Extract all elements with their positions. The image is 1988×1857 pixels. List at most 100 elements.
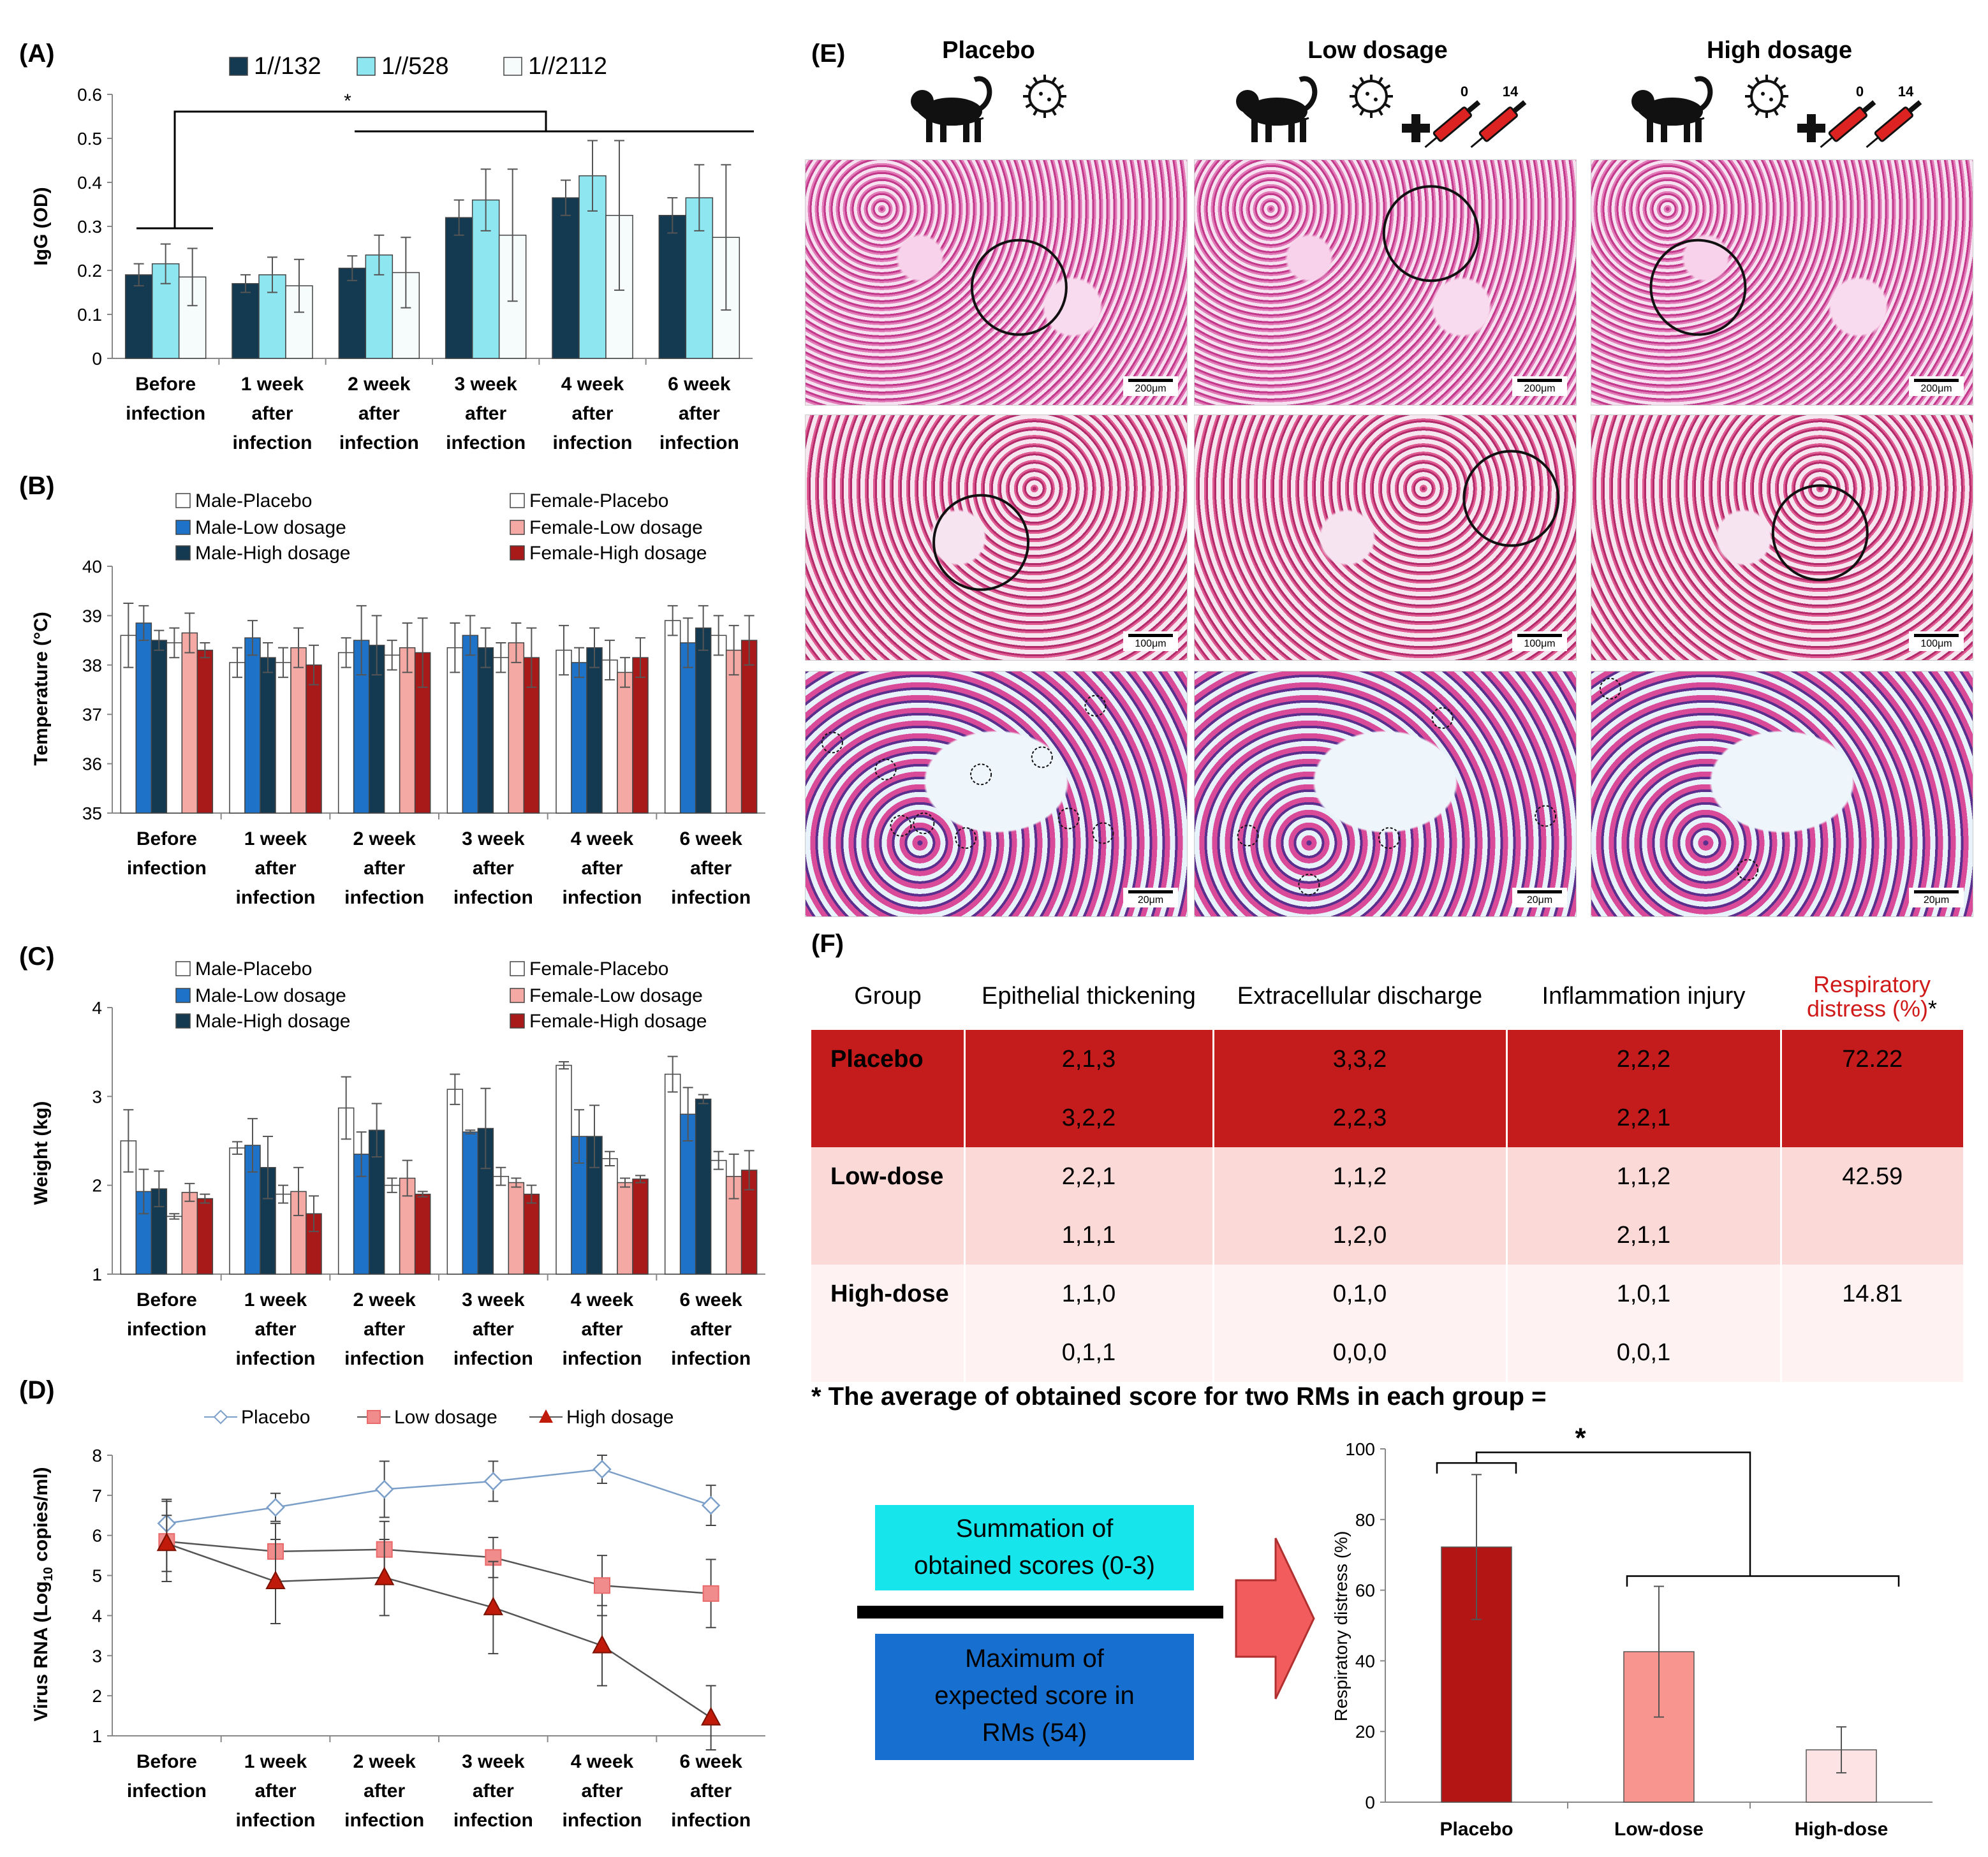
bar	[166, 1215, 183, 1275]
monkey-tail	[1694, 76, 1713, 112]
x-category-line: infection	[671, 1348, 751, 1369]
virus-spike	[1755, 108, 1760, 116]
panel-label-d: (D)	[19, 1376, 55, 1404]
x-category-line: 1 week	[244, 1751, 307, 1772]
monkey-icon-placebo	[911, 76, 992, 142]
monkey-body	[1246, 98, 1307, 126]
y-tick-label: 1	[92, 1726, 102, 1746]
x-category-line: Before	[136, 1289, 197, 1310]
table-cell-inflammation: 1,1,2	[1505, 1147, 1781, 1206]
bar	[338, 267, 367, 359]
table-cell-group	[811, 1089, 964, 1147]
y-tick-label: 0.4	[77, 173, 102, 193]
bar	[552, 197, 580, 359]
legend-item-label: Female-Placebo	[529, 958, 668, 980]
series-line	[166, 1540, 711, 1595]
virus-spike	[1057, 84, 1064, 90]
x-category-line: after	[679, 403, 720, 424]
y-tick-label: 100	[1345, 1439, 1375, 1459]
x-category-line: after	[581, 1780, 622, 1802]
syringe-barrel	[1432, 106, 1472, 142]
bar	[601, 659, 618, 814]
monkey-tail	[1299, 76, 1318, 112]
x-category-line: 4 week	[571, 828, 634, 849]
panel-e-icons: 0 14 0 14	[911, 75, 1922, 149]
x-category-label: High-dose	[1795, 1819, 1889, 1840]
cell-marker-circle	[890, 814, 912, 837]
group-title-placebo: Placebo	[942, 37, 1035, 64]
scale-bar-line	[1914, 379, 1959, 382]
virus-spike	[1033, 108, 1038, 116]
scale-bar-label: 200μm	[1135, 383, 1167, 394]
x-category-label: Before infection	[127, 1289, 207, 1340]
scale-bar-label: 20μm	[1923, 895, 1950, 906]
chart-f-respiratory-distress: 0 20 40 60 80 100 Respiratory distress (%) Plac…	[1331, 1423, 1933, 1840]
micrograph-markers	[1771, 484, 1869, 582]
syringe-plunger	[1466, 100, 1481, 114]
table-cell-extracellular: 1,1,2	[1212, 1147, 1506, 1206]
bar	[462, 635, 479, 814]
y-tick-label: 80	[1355, 1510, 1375, 1530]
rd-header-star: *	[1928, 995, 1938, 1022]
region-marker-circle	[970, 239, 1068, 336]
scale-bar-label: 200μm	[1524, 383, 1556, 394]
bar	[446, 1089, 464, 1275]
table-row: High-dose 1,1,0 0,1,0 1,0,1 14.81	[811, 1265, 1963, 1323]
micrograph-r2-c2: 100μm	[1194, 415, 1577, 661]
micrograph-markers	[932, 494, 1030, 591]
panel-label-f: (F)	[811, 930, 844, 958]
legend-item-swatch	[510, 545, 525, 561]
legend-marker	[213, 1409, 228, 1425]
table-row: 0,1,1 0,0,0 0,0,1	[811, 1323, 1963, 1382]
syringe-icon-high-0	[1820, 100, 1876, 149]
virus-spike	[1755, 77, 1760, 84]
table-cell-group: Placebo	[830, 1045, 924, 1073]
legend-marker	[367, 1410, 381, 1424]
panel-label-a: (A)	[19, 40, 55, 68]
micrograph-r2-c3: 100μm	[1591, 415, 1973, 661]
legend-item-label: Female-Placebo	[529, 490, 668, 511]
cell-marker-circle	[1237, 825, 1259, 847]
x-category-line: infection	[446, 432, 526, 453]
monkey-leg	[926, 119, 932, 142]
syringe-barrel	[1478, 106, 1518, 142]
monkey-head	[1236, 90, 1259, 113]
table-cell-inflammation: 1,0,1	[1505, 1265, 1781, 1323]
monkey-tail	[973, 76, 992, 112]
y-tick-label: 60	[1355, 1581, 1375, 1601]
y-tick-label: 36	[82, 754, 102, 774]
x-category-line: 4 week	[571, 1289, 634, 1310]
legend-item-label: Male-Placebo	[195, 958, 312, 980]
legend-item-label: Male-Low dosage	[195, 985, 346, 1006]
bar	[556, 1064, 572, 1275]
table-cell-group	[811, 1206, 964, 1265]
x-category-line: infection	[671, 887, 751, 908]
legend-item-swatch	[175, 545, 191, 561]
syringe-icon-low-14	[1470, 100, 1527, 149]
x-category-label: 1 week after infection	[236, 828, 316, 908]
legend-item-label: Male-High dosage	[195, 1011, 350, 1032]
bar	[632, 1178, 649, 1275]
y-title-part: Virus RNA (Log	[31, 1581, 52, 1721]
monkey-breath	[1634, 106, 1705, 126]
x-category-line: 3 week	[454, 374, 517, 395]
bar	[445, 217, 473, 359]
bar	[740, 1170, 758, 1275]
scale-bar-label: 100μm	[1920, 638, 1952, 649]
region-marker-circle	[1382, 185, 1480, 283]
micrograph-markers	[970, 239, 1068, 336]
x-category-line: after	[690, 858, 732, 879]
table-cell-inflammation: 2,2,2	[1505, 1030, 1781, 1089]
virus-dot	[1761, 92, 1765, 96]
table-cell-extracellular: 2,2,3	[1212, 1089, 1506, 1147]
legend-label: High dosage	[566, 1407, 674, 1428]
table-row: 3,2,2 2,2,3 2,2,1	[811, 1089, 1963, 1147]
bar	[135, 622, 152, 814]
table-header-epithelial: Epithelial thickening	[982, 983, 1196, 1009]
y-tick-label: 2	[92, 1176, 102, 1196]
x-category-label: 4 week after infection	[563, 1289, 642, 1369]
legend-item-swatch	[510, 520, 525, 535]
monkey-leg	[1647, 119, 1653, 142]
legend-item-label: Male-High dosage	[195, 543, 350, 564]
